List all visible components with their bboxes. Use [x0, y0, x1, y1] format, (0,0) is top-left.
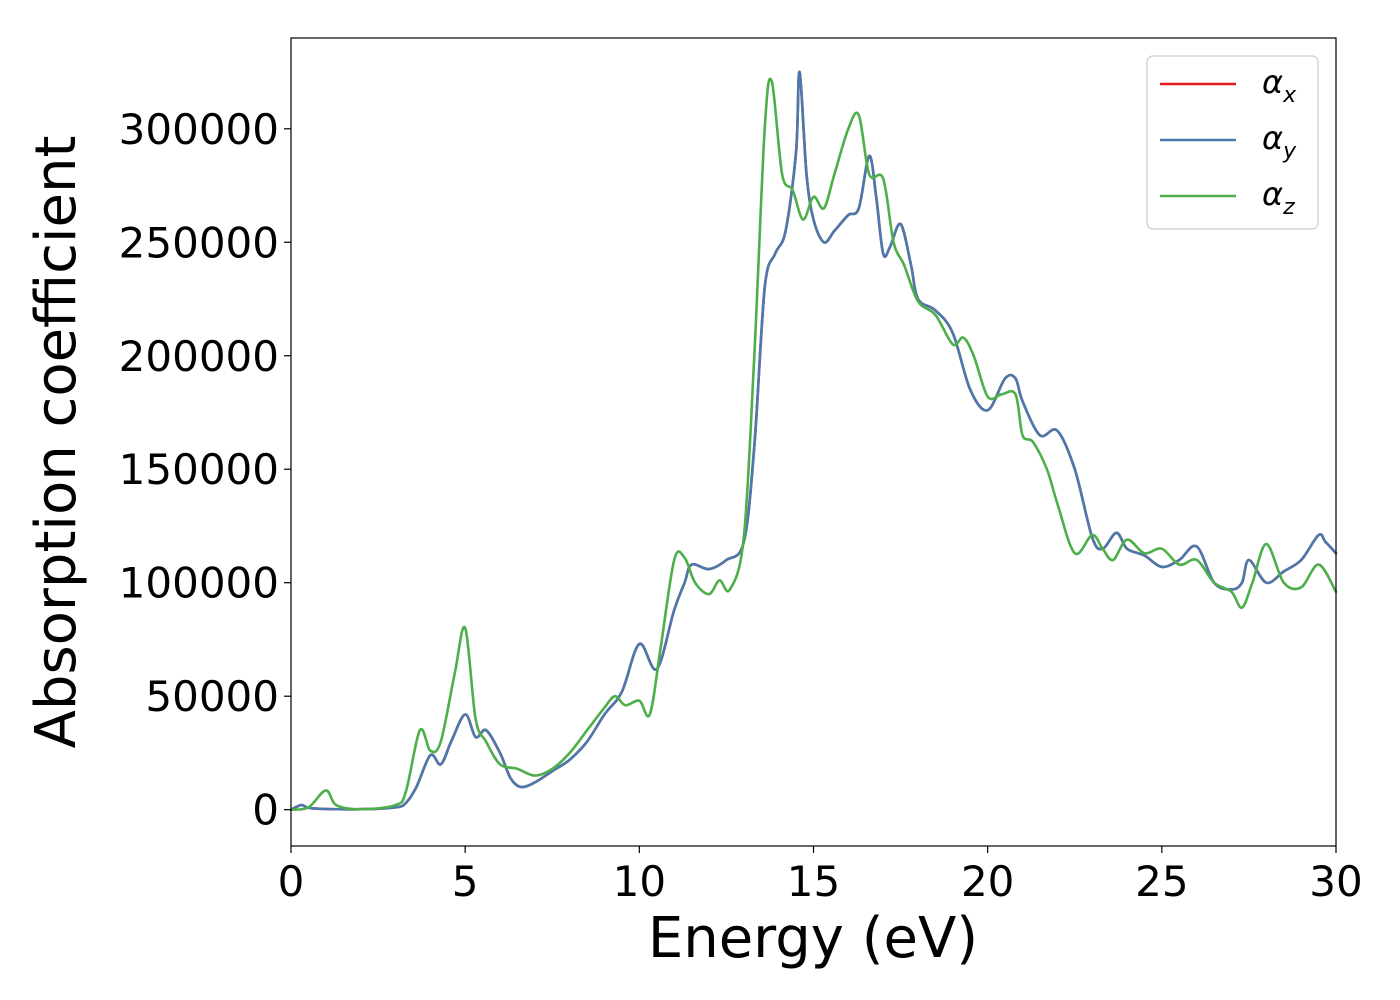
x-tick-label: 25	[1135, 857, 1188, 906]
x-tick-label: 15	[787, 857, 840, 906]
x-tick-label: 5	[452, 857, 479, 906]
x-axis: 0 5 10 15 20 25 30	[278, 846, 1363, 906]
legend-label-alpha-y: αy	[1262, 119, 1297, 164]
y-axis: 0 50000 100000 150000 200000 250000 300000	[119, 105, 291, 835]
legend-frame	[1146, 55, 1319, 230]
legend-label-subscript: z	[1282, 195, 1295, 220]
y-axis-title: Absorption coefficient	[24, 136, 89, 749]
y-tick-label: 300000	[119, 105, 279, 154]
legend-label-alpha-z: αz	[1262, 175, 1295, 220]
y-tick-label: 250000	[119, 218, 279, 267]
y-tick-label: 0	[252, 786, 279, 835]
y-tick-label: 100000	[119, 559, 279, 608]
series-line-alpha-z	[289, 77, 1338, 811]
legend-label-symbol: α	[1262, 175, 1283, 213]
x-axis-title: Energy (eV)	[648, 906, 978, 971]
y-tick-label: 150000	[119, 445, 279, 494]
x-tick-label: 10	[613, 857, 666, 906]
legend-label-symbol: α	[1262, 63, 1283, 101]
series-layer	[289, 70, 1338, 811]
series-line-alpha-y	[289, 70, 1338, 811]
x-tick-label: 0	[278, 857, 305, 906]
y-tick-label: 200000	[119, 332, 279, 381]
x-tick-label: 30	[1309, 857, 1362, 906]
legend-label-subscript: x	[1282, 83, 1297, 108]
legend-label-symbol: α	[1262, 119, 1283, 157]
legend-label-subscript: y	[1282, 139, 1297, 164]
legend-label-alpha-x: αx	[1262, 63, 1297, 108]
y-tick-label: 50000	[145, 672, 279, 721]
x-tick-label: 20	[961, 857, 1014, 906]
